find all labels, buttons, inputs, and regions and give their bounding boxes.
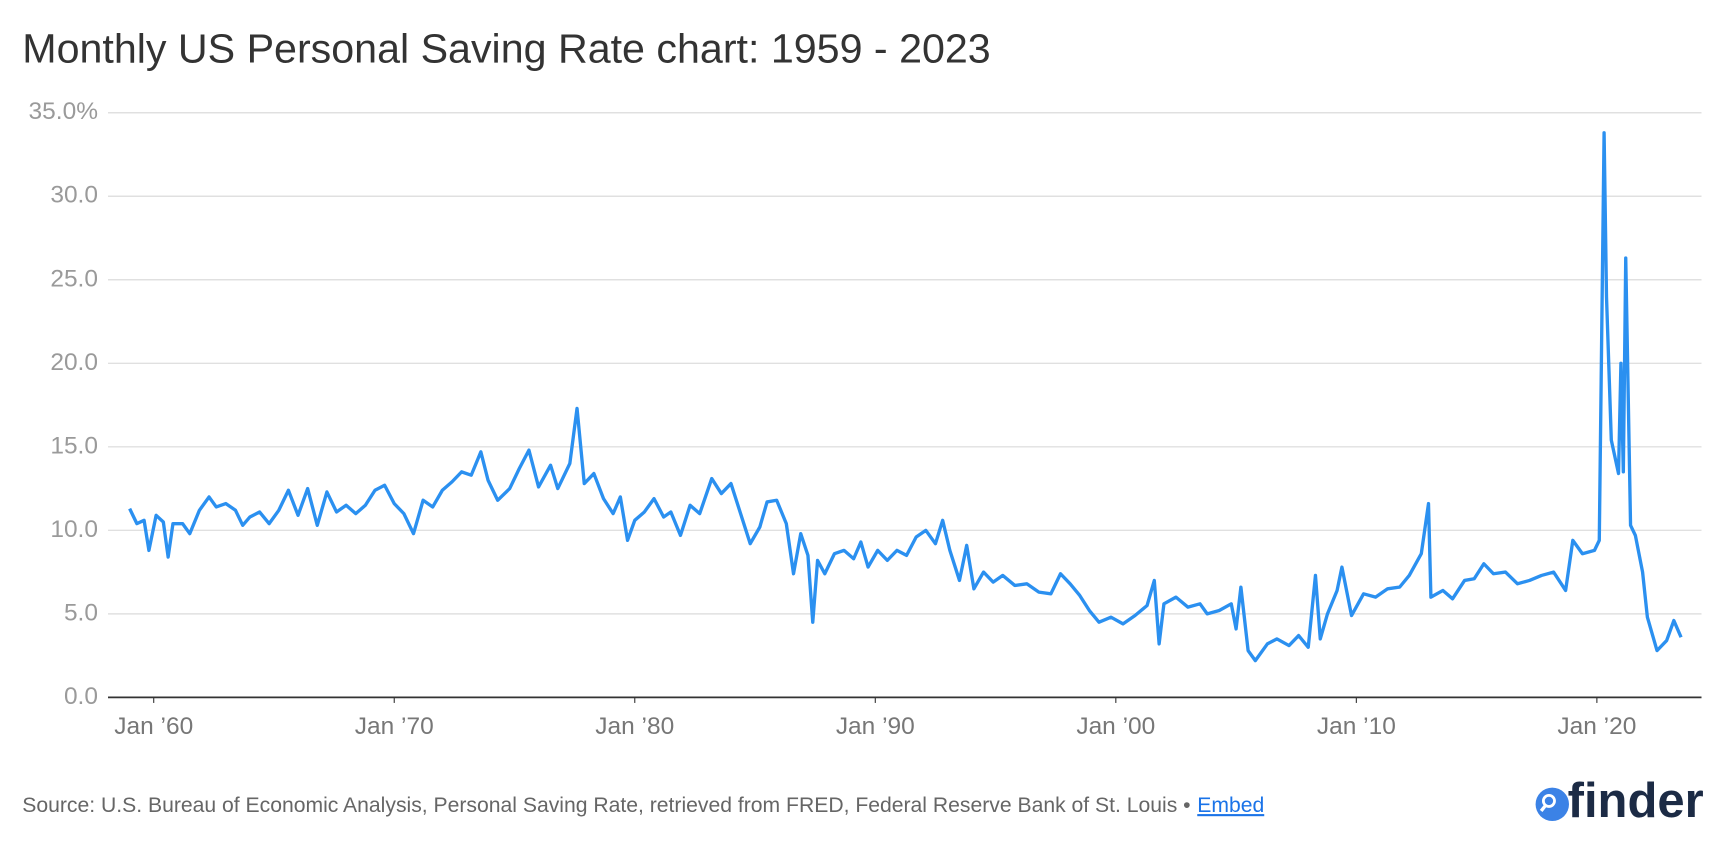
x-tick-label: Jan ’70 bbox=[355, 713, 434, 740]
logo-icon-handle bbox=[1539, 804, 1547, 812]
x-tick-label: Jan ’60 bbox=[114, 713, 193, 740]
y-tick-label: 25.0 bbox=[50, 265, 98, 292]
logo: finder bbox=[1535, 774, 1704, 828]
chart-title: Monthly US Personal Saving Rate chart: 1… bbox=[22, 25, 990, 71]
y-tick-label: 10.0 bbox=[50, 516, 98, 543]
y-tick-label: 20.0 bbox=[50, 349, 98, 376]
x-tick-label: Jan ’90 bbox=[836, 713, 915, 740]
y-tick-label: 0.0 bbox=[64, 683, 98, 710]
logo-icon-lens bbox=[1541, 793, 1556, 808]
embed-link[interactable]: Embed bbox=[1197, 794, 1264, 817]
y-tick-label: 5.0 bbox=[64, 599, 98, 626]
x-tick-label: Jan ’20 bbox=[1557, 713, 1636, 740]
source-note: Source: U.S. Bureau of Economic Analysis… bbox=[22, 794, 1190, 817]
x-tick-label: Jan ’80 bbox=[595, 713, 674, 740]
x-tick-label: Jan ’10 bbox=[1317, 713, 1396, 740]
y-tick-label: 30.0 bbox=[50, 182, 98, 209]
y-tick-label: 15.0 bbox=[50, 432, 98, 459]
y-tick-label: 35.0% bbox=[29, 98, 98, 125]
logo-text: finder bbox=[1568, 774, 1704, 828]
x-tick-label: Jan ’00 bbox=[1076, 713, 1155, 740]
data-line bbox=[128, 131, 1683, 663]
